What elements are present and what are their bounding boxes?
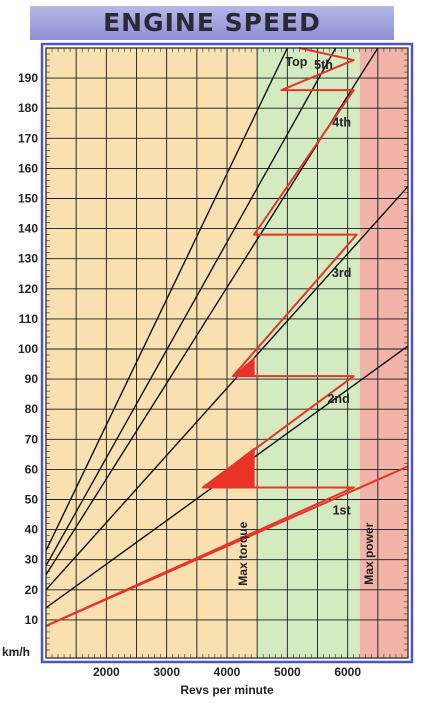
gear-label-3rd: 3rd: [332, 266, 351, 280]
gear-label-top: Top: [285, 55, 307, 69]
gear-label-2nd: 2nd: [327, 392, 349, 406]
y-tick-label: 100: [18, 342, 38, 356]
x-tick-label: 5000: [274, 665, 301, 679]
gear-label-1st: 1st: [333, 504, 352, 518]
zone-label-max-torque: Max torque: [236, 521, 250, 585]
x-tick-label: 6000: [334, 665, 361, 679]
gear-line-3rd: [45, 185, 409, 591]
gear-line-5th: [45, 47, 337, 567]
zone-label-max-power: Max power: [362, 522, 376, 584]
x-tick-label: 4000: [214, 665, 241, 679]
gear-shift-path: [45, 47, 358, 627]
y-tick-label: 80: [25, 402, 39, 416]
y-tick-label: 120: [18, 282, 38, 296]
y-tick-label: 140: [18, 222, 38, 236]
y-tick-label: 150: [18, 192, 38, 206]
gear-line-top: [45, 47, 288, 551]
y-tick-label: 160: [18, 161, 38, 175]
zone-max-power: [359, 48, 408, 658]
chart-title: ENGINE SPEED: [103, 8, 321, 37]
y-tick-label: 170: [18, 131, 38, 145]
gear-label-4th: 4th: [332, 115, 351, 129]
chart-outer-frame: [40, 42, 414, 664]
y-tick-label: 180: [18, 101, 38, 115]
y-tick-label: 40: [25, 523, 39, 537]
y-tick-label: 190: [18, 71, 38, 85]
y-axis-unit-label: km/h: [2, 645, 30, 659]
x-tick-label: 3000: [153, 665, 180, 679]
x-axis-label: Revs per minute: [180, 683, 274, 697]
y-tick-label: 70: [25, 432, 39, 446]
y-tick-label: 90: [25, 372, 39, 386]
y-tick-label: 110: [19, 312, 39, 326]
plot-frame: [45, 47, 409, 659]
zone-max-torque: [257, 48, 360, 658]
y-tick-label: 50: [25, 493, 39, 507]
y-tick-label: 130: [18, 252, 38, 266]
y-tick-label: 10: [25, 613, 39, 627]
y-tick-label: 60: [25, 462, 39, 476]
x-tick-label: 2000: [93, 665, 120, 679]
gear-label-5th: 5th: [314, 58, 333, 72]
y-tick-label: 20: [25, 583, 39, 597]
chart-title-bar: ENGINE SPEED: [30, 6, 394, 40]
y-tick-label: 30: [25, 553, 39, 567]
zone-normal: [46, 48, 258, 658]
